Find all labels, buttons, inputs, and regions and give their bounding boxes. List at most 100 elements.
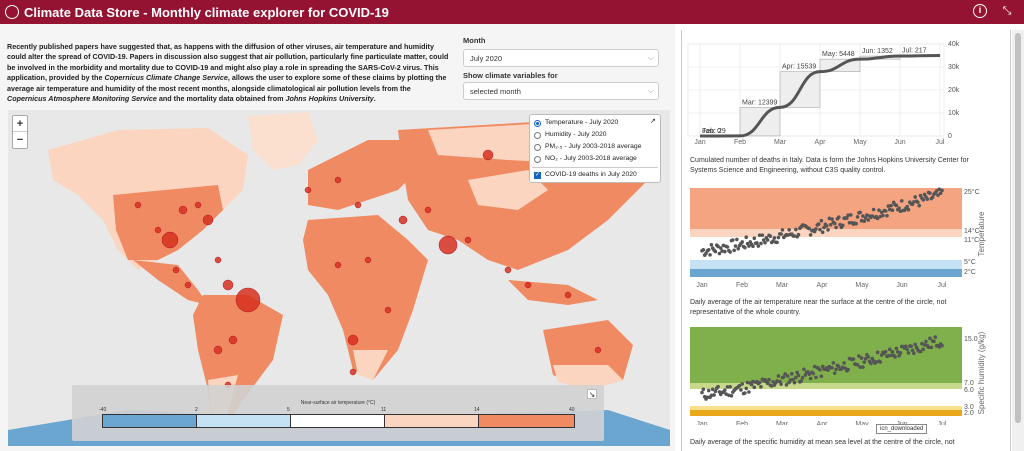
data-label: Jul: 217 <box>902 48 927 55</box>
layer-no2[interactable]: NO₂ - July 2003-2018 average <box>534 154 637 164</box>
data-point <box>765 381 770 386</box>
month-select[interactable]: July 2020 ⌵ <box>463 49 659 67</box>
chevron-down-icon: ⌵ <box>647 86 654 95</box>
data-point <box>725 245 730 249</box>
legend-colorbar <box>102 414 575 428</box>
data-point <box>729 394 734 398</box>
data-point <box>705 395 710 400</box>
data-point <box>713 249 718 254</box>
data-point <box>803 373 808 377</box>
radio-icon[interactable] <box>534 143 541 151</box>
data-point <box>846 367 850 372</box>
data-point <box>779 382 783 386</box>
info-icon[interactable]: i <box>973 4 987 18</box>
data-point <box>728 250 732 254</box>
deaths-chart: Jan Feb Mar Apr May Jun Jul 0 10k 20k 30k 40k Jan:… <box>687 41 960 146</box>
data-point <box>826 228 830 232</box>
cams-link[interactable]: Copernicus Atmosphere Monitoring Service <box>7 94 157 104</box>
data-point <box>830 365 834 370</box>
data-point <box>814 227 818 231</box>
data-label: Jun: 1352 <box>862 48 893 55</box>
data-point <box>933 335 938 339</box>
data-point <box>863 216 868 220</box>
data-point <box>784 383 789 387</box>
data-point <box>700 390 704 395</box>
data-point <box>832 371 837 375</box>
data-point <box>800 376 805 380</box>
radio-icon[interactable] <box>534 155 541 163</box>
band-label: 5°C <box>964 258 976 266</box>
zoom-out-button[interactable]: − <box>16 134 24 146</box>
legend-tick: 2 <box>195 407 198 413</box>
x-tick-label: May <box>855 282 869 289</box>
fullscreen-icon[interactable]: ⤡ <box>1002 5 1012 17</box>
data-point <box>811 371 816 376</box>
y-tick-label: 0 <box>948 133 952 140</box>
month-label: Month <box>463 36 486 45</box>
data-point <box>818 367 822 372</box>
collapse-icon[interactable]: ↗ <box>650 118 656 125</box>
data-point <box>720 249 724 253</box>
data-point <box>936 193 940 197</box>
data-point <box>846 213 850 217</box>
show-select[interactable]: selected month ⌵ <box>463 82 659 100</box>
right-scrollbar[interactable] <box>1012 30 1024 451</box>
layer-pm25[interactable]: PM₂.₅ - July 2003-2018 average <box>534 142 641 152</box>
radio-icon[interactable] <box>534 131 541 139</box>
c3s-link[interactable]: Copernicus Climate Change Service <box>104 73 228 83</box>
data-point <box>722 249 727 254</box>
x-tick-label: Jun <box>896 282 907 289</box>
data-point <box>767 377 771 382</box>
checkbox-icon[interactable]: ✓ <box>534 171 541 179</box>
data-point <box>708 253 712 257</box>
x-tick-label: Feb <box>736 282 748 289</box>
data-point <box>751 244 755 249</box>
data-point <box>775 240 779 245</box>
layer-humidity[interactable]: Humidity - July 2020 <box>534 130 607 140</box>
data-point <box>794 375 798 380</box>
radio-icon[interactable] <box>534 119 541 127</box>
zoom-in-button[interactable]: + <box>13 116 27 132</box>
data-point <box>739 388 743 392</box>
data-point <box>905 204 909 209</box>
layer-temperature[interactable]: Temperature - July 2020 <box>534 118 618 128</box>
chevron-down-icon: ⌵ <box>647 53 654 62</box>
data-label: Apr: 15539 <box>782 64 816 71</box>
data-point <box>820 364 825 369</box>
data-point <box>928 191 932 195</box>
data-point <box>779 232 783 236</box>
data-point <box>717 251 722 256</box>
data-point <box>727 393 731 398</box>
band-label: 2.0 <box>964 410 974 417</box>
data-point <box>910 348 915 353</box>
data-point <box>765 238 770 242</box>
data-point <box>701 247 706 252</box>
data-point <box>791 377 795 382</box>
band-label: 7.0 <box>964 380 974 387</box>
data-point <box>912 351 916 356</box>
data-point <box>920 341 924 346</box>
band-label: 14°C <box>964 227 980 235</box>
data-point <box>787 227 791 232</box>
data-point <box>918 349 923 354</box>
data-point <box>887 347 892 352</box>
x-tick-label: Jul <box>938 282 947 289</box>
y-tick-label: 40k <box>948 41 960 48</box>
overlay-covid-deaths[interactable]: ✓ COVID-19 deaths in July 2020 <box>534 171 637 179</box>
data-point <box>906 351 911 355</box>
jhu-link[interactable]: Johns Hopkins University <box>285 94 374 104</box>
data-point <box>731 238 735 242</box>
data-point <box>768 234 773 239</box>
legend-collapse-icon[interactable]: ↘ <box>587 389 597 399</box>
data-point <box>735 237 739 242</box>
legend-title: Near-surface air temperature (°C) <box>300 400 376 406</box>
data-point <box>722 388 727 392</box>
data-point <box>897 206 901 210</box>
data-point <box>938 191 943 196</box>
data-point <box>869 361 873 366</box>
data-point <box>866 355 871 359</box>
scrollbar-thumb[interactable] <box>1015 33 1021 423</box>
humidity-caption: Daily average of the specific humidity a… <box>690 439 955 446</box>
y-tick-label: 30k <box>948 64 960 71</box>
data-point <box>930 195 935 200</box>
